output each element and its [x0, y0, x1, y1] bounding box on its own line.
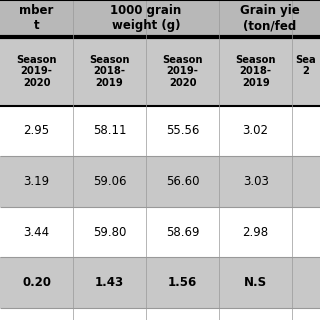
Text: Season
2018-
2019: Season 2018- 2019	[89, 55, 130, 88]
Text: 0.20: 0.20	[22, 276, 51, 289]
Text: Grain yie
(ton/fed: Grain yie (ton/fed	[240, 4, 300, 32]
Text: N.S: N.S	[244, 276, 267, 289]
Text: mber
t: mber t	[19, 4, 54, 32]
Text: 1.43: 1.43	[95, 276, 124, 289]
Text: 1000 grain
weight (g): 1000 grain weight (g)	[110, 4, 182, 32]
Text: 59.06: 59.06	[93, 175, 126, 188]
Text: 55.56: 55.56	[166, 124, 199, 137]
Text: 58.69: 58.69	[166, 226, 199, 238]
Text: Season
2019-
2020: Season 2019- 2020	[162, 55, 203, 88]
Bar	[0, 257, 320, 308]
Text: 3.44: 3.44	[23, 226, 50, 238]
Text: 3.19: 3.19	[23, 175, 50, 188]
Text: 3.03: 3.03	[243, 175, 268, 188]
Text: 2.98: 2.98	[243, 226, 269, 238]
Text: Sea
2: Sea 2	[296, 55, 316, 88]
Text: 58.11: 58.11	[93, 124, 126, 137]
Text: 1.56: 1.56	[168, 276, 197, 289]
Text: 59.80: 59.80	[93, 226, 126, 238]
Text: 3.02: 3.02	[243, 124, 269, 137]
Text: Season
2019-
2020: Season 2019- 2020	[16, 55, 57, 88]
Bar	[0, 156, 320, 207]
Bar	[0, 37, 320, 106]
Text: Season
2018-
2019: Season 2018- 2019	[236, 55, 276, 88]
Bar	[0, 0, 320, 37]
Text: 2.95: 2.95	[23, 124, 50, 137]
Text: 56.60: 56.60	[166, 175, 199, 188]
Bar	[0, 106, 320, 156]
Bar	[0, 207, 320, 257]
